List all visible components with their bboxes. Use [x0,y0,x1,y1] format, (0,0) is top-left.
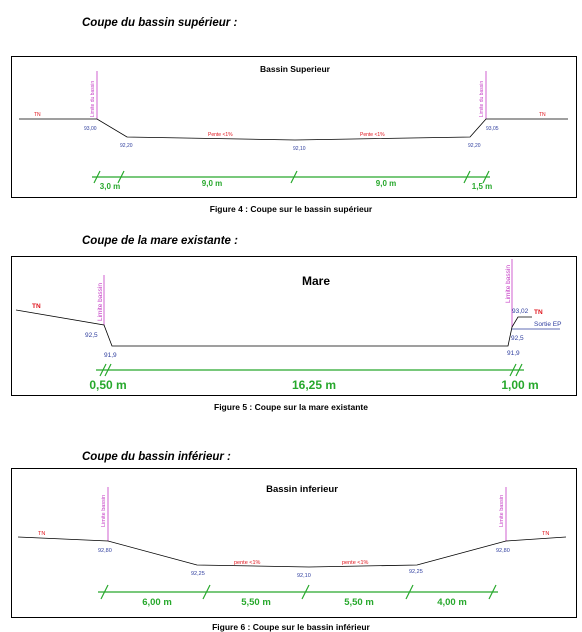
outlet-label: Sortie EP [534,321,561,328]
figure-caption-5: Figure 5 : Coupe sur la mare existante [214,402,368,412]
dimension-tick [405,584,414,600]
left-limit-label: Limite bassin [101,495,107,527]
elevation-right-bottom: 92,20 [468,143,481,149]
tn-right-label: TN [539,112,546,118]
elevation-right-mid: 92,5 [511,335,524,342]
dimension-tick [482,170,490,184]
elevation-left-top: 93,00 [84,126,97,132]
dimension-tick [117,170,125,184]
slope-left-label: Pente <1% [208,132,233,138]
slope-left-label: pente <1% [234,560,261,566]
diagram-title: Bassin inferieur [266,484,338,495]
tn-left-label: TN [38,531,45,537]
dimension-tick [463,170,471,184]
section-drawing-pond: Mare Limite bassin Limite bassin TN TN 9… [15,259,561,392]
diagram-title: Mare [302,274,330,288]
dimension-label-3: 1,00 m [501,378,538,392]
left-limit-label: Limite bassin [97,283,104,321]
dimension-tick [93,170,101,184]
tn-left-label: TN [34,112,41,118]
dimension-label-1: 0,50 m [89,378,126,392]
dimension-label-4: 4,00 m [437,597,467,608]
tn-right-label: TN [542,531,549,537]
right-limit-label: Limite bassin [505,265,512,303]
dimension-label-1: 3,0 m [100,182,120,191]
section-drawing-upper-basin: Bassin Superieur Limite du bassin Limite… [19,64,568,191]
tn-left-label: TN [32,303,41,310]
tn-right-label: TN [534,309,543,316]
section-heading-lower-basin: Coupe du bassin inférieur : [82,451,231,463]
elevation-center: 92,10 [297,573,311,579]
dimension-label-2: 16,25 m [292,378,336,392]
ground-profile-line [15,309,532,347]
dimension-label-4: 1,5 m [472,182,492,191]
elevation-right-top: 93,05 [486,126,499,132]
slope-right-label: pente <1% [342,560,369,566]
diagram-upper-basin: Bassin Superieur Limite du bassin Limite… [11,56,577,198]
ground-profile-line [19,118,568,141]
elevation-right-bottom: 91,9 [507,350,520,357]
right-limit-label: Limite bassin [499,495,505,527]
elevation-left-top: 92,80 [98,548,112,554]
section-heading-upper-basin: Coupe du bassin supérieur : [82,17,238,29]
dimension-label-3: 9,0 m [376,179,396,188]
dimension-label-1: 6,00 m [142,597,172,608]
slope-right-label: Pente <1% [360,132,385,138]
elevation-left-top: 92,5 [85,332,98,339]
elevation-left-bottom: 91,9 [104,352,117,359]
left-limit-label: Limite du bassin [90,81,96,117]
figure-caption-6: Figure 6 : Coupe sur le bassin inférieur [212,622,370,632]
dimension-label-2: 9,0 m [202,179,222,188]
dimension-tick [509,363,517,377]
figure-caption-4: Figure 4 : Coupe sur le bassin supérieur [209,204,373,214]
dimension-tick [488,584,497,600]
elevation-center: 92,10 [293,146,306,152]
diagram-title: Bassin Superieur [260,64,331,74]
elevation-left-bottom: 92,20 [120,143,133,149]
dimension-tick [515,363,523,377]
dimension-tick [99,363,107,377]
diagram-lower-basin: Bassin inferieur Limite bassin Limite ba… [11,468,577,618]
dimension-tick [104,363,112,377]
elevation-right-bottom: 92,25 [409,569,423,575]
ground-profile-line [17,536,567,568]
elevation-right-top: 93,02 [512,308,529,315]
dimension-label-2: 5,50 m [241,597,271,608]
elevation-right-top: 92,80 [496,548,510,554]
section-heading-pond: Coupe de la mare existante : [82,235,238,247]
diagram-existing-pond: Mare Limite bassin Limite bassin TN TN 9… [11,256,577,396]
right-limit-label: Limite du bassin [479,81,485,117]
dimension-tick [301,584,310,600]
dimension-tick [100,584,109,600]
dimension-tick [202,584,211,600]
dimension-tick [290,170,298,184]
section-drawing-lower-basin: Bassin inferieur Limite bassin Limite ba… [17,484,567,608]
dimension-label-3: 5,50 m [344,597,374,608]
elevation-left-bottom: 92,25 [191,571,205,577]
